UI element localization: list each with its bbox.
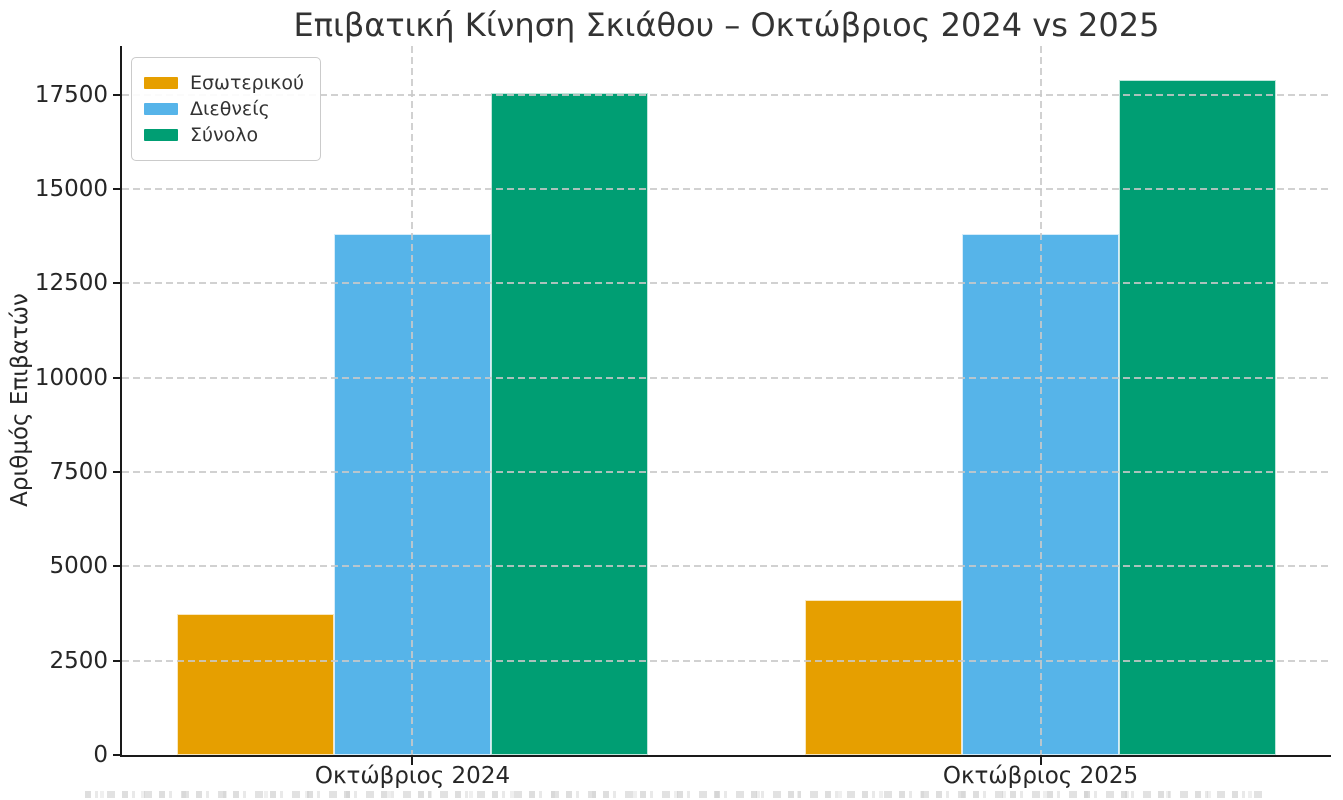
legend-item: Σύνολο (144, 124, 304, 146)
legend-label: Σύνολο (190, 124, 259, 146)
y-tick-mark (113, 565, 121, 568)
gridline-y-12500 (122, 282, 1331, 285)
y-tick-mark (113, 754, 121, 756)
cropped-text-fragment (85, 791, 1265, 798)
x-tick-label: Οκτώβριος 2025 (942, 763, 1139, 789)
y-tick-mark (113, 471, 121, 474)
x-tick-mark (411, 757, 414, 765)
legend-swatch (144, 77, 178, 89)
y-tick-label: 15000 (34, 176, 108, 203)
legend-item: Διεθνείς (144, 98, 304, 120)
legend-swatch (144, 129, 178, 141)
y-tick-label: 5000 (49, 553, 108, 580)
legend: Εσωτερικού Διεθνείς Σύνολο (131, 57, 321, 161)
y-tick-mark (113, 659, 121, 662)
chart-title: Επιβατική Κίνηση Σκιάθου – Οκτώβριος 202… (293, 6, 1160, 44)
gridline-y-2500 (122, 659, 1331, 662)
legend-swatch (144, 103, 178, 115)
y-tick-label: 7500 (49, 459, 108, 486)
y-tick-label: 0 (93, 742, 108, 768)
y-tick-label: 17500 (34, 81, 108, 108)
gridline-y-17500 (122, 93, 1331, 96)
x-axis-spine (120, 755, 1331, 757)
y-tick-mark (113, 282, 121, 285)
gridline-x-Οκτώβριος 2024 (411, 46, 414, 755)
legend-label: Διεθνείς (190, 98, 270, 120)
legend-label: Εσωτερικού (190, 72, 304, 94)
gridline-y-5000 (122, 565, 1331, 568)
y-tick-label: 2500 (49, 647, 108, 674)
y-tick-label: 12500 (34, 270, 108, 297)
y-tick-mark (113, 188, 121, 191)
gridline-y-7500 (122, 471, 1331, 474)
gridline-x-Οκτώβριος 2025 (1039, 46, 1042, 755)
legend-item: Εσωτερικού (144, 72, 304, 94)
bar-Σύνολο-Οκτώβριος 2025 (1119, 79, 1277, 755)
y-tick-mark (113, 93, 121, 96)
bar-Σύνολο-Οκτώβριος 2024 (490, 92, 648, 755)
gridline-y-10000 (122, 376, 1331, 379)
x-tick-label: Οκτώβριος 2024 (314, 763, 511, 789)
plot-area (122, 46, 1331, 755)
x-tick-mark (1039, 757, 1042, 765)
bar-Εσωτερικού-Οκτώβριος 2024 (176, 613, 334, 755)
y-tick-label: 10000 (34, 364, 108, 391)
gridline-y-15000 (122, 188, 1331, 191)
y-axis-spine (120, 46, 122, 757)
y-tick-mark (113, 376, 121, 379)
bar-Εσωτερικού-Οκτώβριος 2025 (805, 600, 962, 755)
